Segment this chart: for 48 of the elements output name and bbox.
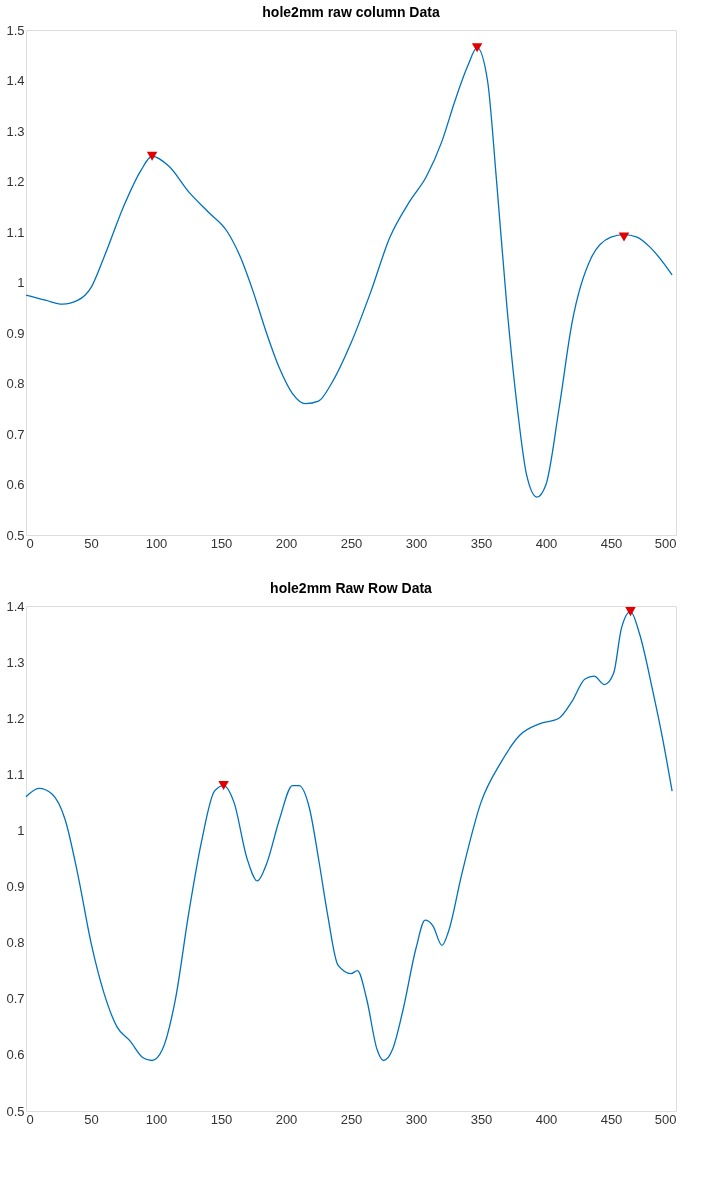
x-tick-label: 450 [600, 535, 623, 551]
x-tick-label: 400 [535, 1111, 558, 1127]
y-tick-label: 0.7 [6, 991, 25, 1007]
chart-title: hole2mm Raw Row Data [270, 580, 433, 596]
y-tick-label: 0.9 [6, 325, 25, 341]
y-tick-label: 0.8 [6, 935, 25, 951]
y-tick-label: 1.4 [6, 73, 25, 88]
x-tick-label: 250 [340, 535, 363, 551]
x-tick-label: 200 [275, 1111, 298, 1127]
y-tick-label: 1.1 [6, 224, 25, 240]
x-tick-label: 100 [145, 1111, 168, 1127]
y-tick-label: 0.6 [6, 477, 25, 492]
x-tick-label: 350 [470, 1111, 493, 1127]
x-tick-label: 0 [26, 1111, 34, 1127]
y-tick-label: 1.5 [6, 22, 25, 38]
y-tick-label: 0.5 [6, 1103, 25, 1119]
y-tick-label: 1.1 [6, 766, 25, 782]
x-tick-label: 50 [84, 1111, 99, 1127]
x-tick-label: 350 [470, 535, 493, 551]
x-tick-label: 200 [275, 535, 298, 551]
y-tick-label: 1.2 [6, 710, 25, 726]
x-tick-label: 300 [405, 1111, 428, 1127]
y-tick-label: 1.4 [6, 598, 25, 614]
x-tick-label: 0 [26, 535, 34, 551]
y-tick-label: 1.3 [6, 654, 25, 670]
x-tick-label: 50 [84, 535, 99, 551]
y-tick-label: 0.5 [6, 527, 25, 543]
x-tick-label: 450 [600, 1111, 623, 1127]
y-tick-label: 1 [17, 822, 25, 838]
x-tick-label: 500 [654, 1111, 677, 1127]
x-tick-label: 150 [210, 1111, 233, 1127]
y-tick-label: 1.3 [6, 123, 25, 139]
x-tick-label: 400 [535, 535, 558, 551]
x-tick-label: 150 [210, 535, 233, 551]
y-tick-label: 0.6 [6, 1047, 25, 1063]
x-tick-label: 300 [405, 535, 428, 551]
y-tick-label: 1 [17, 275, 25, 290]
point [618, 232, 630, 242]
chart-title: hole2mm raw column Data [262, 4, 440, 20]
point [471, 43, 483, 53]
y-tick-label: 0.8 [6, 376, 25, 391]
point [146, 151, 158, 161]
x-tick-label: 250 [340, 1111, 363, 1127]
x-tick-label: 100 [145, 535, 168, 551]
y-tick-label: 1.2 [6, 174, 25, 189]
x-tick-label: 500 [654, 535, 677, 551]
y-tick-label: 0.9 [6, 879, 25, 895]
y-tick-label: 0.7 [6, 426, 25, 442]
